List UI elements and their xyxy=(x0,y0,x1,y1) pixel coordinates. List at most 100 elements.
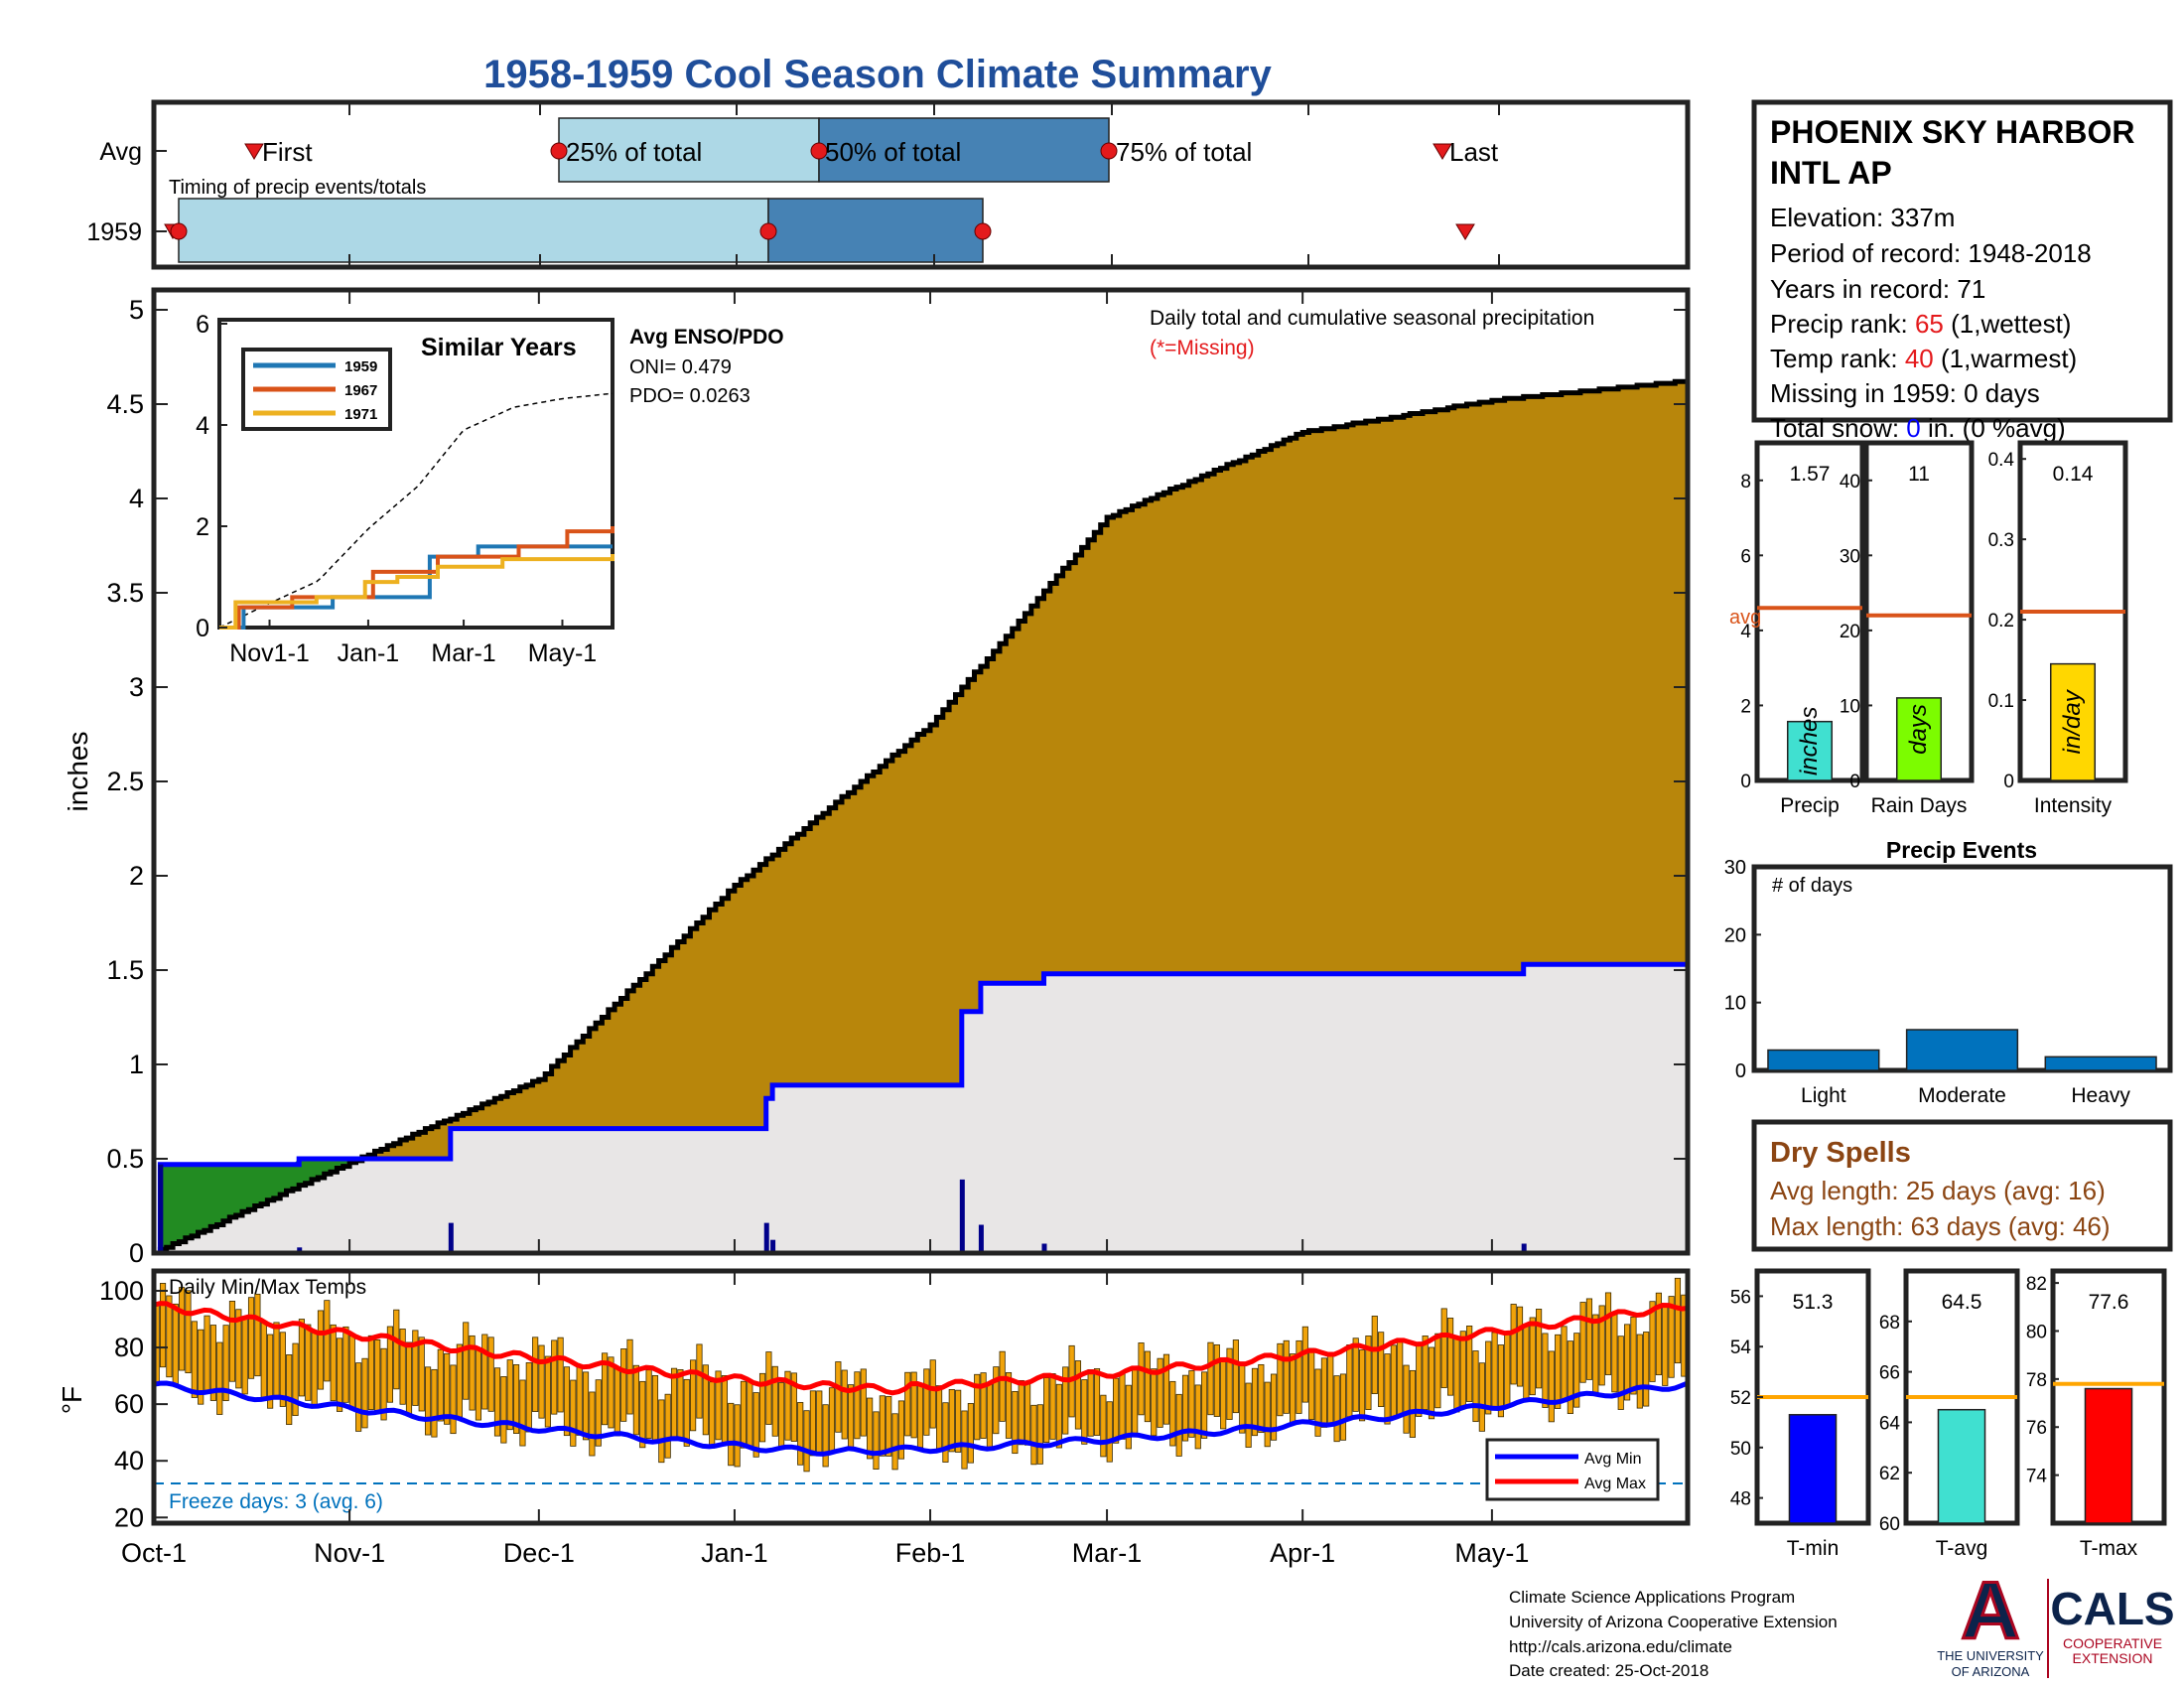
daily-temp-bar xyxy=(980,1372,987,1439)
daily-temp-bar xyxy=(651,1374,659,1444)
station-temp-rank: Temp rank: 40 (1,warmest) xyxy=(1770,344,2077,373)
temp-box-1-tick-label: 66 xyxy=(1879,1363,1900,1384)
temp-box-0-bar xyxy=(1788,1414,1838,1524)
temp-box-2-tick-label: 74 xyxy=(2026,1467,2048,1487)
daily-temp-bar xyxy=(993,1366,1000,1435)
inset-x-tick-label: Mar-1 xyxy=(431,639,495,667)
temp-series-layer xyxy=(153,1277,1689,1485)
precip-box-0-value: 1.57 xyxy=(1790,463,1831,486)
daily-temp-bar xyxy=(696,1343,703,1419)
freeze-days-text: Freeze days: 3 (avg. 6) xyxy=(169,1490,383,1513)
events-category-label: Heavy xyxy=(2071,1084,2130,1107)
daily-temp-bar xyxy=(532,1336,539,1412)
daily-temp-bar xyxy=(1024,1380,1031,1446)
avg-p75-marker xyxy=(1100,142,1118,160)
daily-temp-bar xyxy=(424,1366,432,1436)
daily-temp-bar xyxy=(683,1378,690,1447)
daily-temp-bar xyxy=(910,1371,917,1439)
precip-box-2-unit: in/day xyxy=(2059,688,2086,754)
station-info-frame xyxy=(1751,99,2173,423)
main-y-tick-label: 3.5 xyxy=(106,578,144,608)
timing-panel: Avg 1959 Timing of precip events/totals … xyxy=(86,99,1691,270)
station-elevation: Elevation: 337m xyxy=(1770,203,1955,232)
main-y-axis: 0 0.5 1 1.5 2 2.5 3 3.5 4 4.5 5 xyxy=(106,295,1688,1268)
daily-temp-bar xyxy=(235,1309,242,1389)
daily-temp-bar xyxy=(626,1338,633,1415)
temp-plot-frame xyxy=(151,1268,1691,1526)
footer: Climate Science Applications Program Uni… xyxy=(1509,1565,2175,1681)
daily-temp-bar xyxy=(324,1300,331,1382)
daily-temp-bar xyxy=(1277,1342,1284,1417)
daily-temp-bar xyxy=(367,1335,374,1410)
daily-temp-bar xyxy=(1181,1374,1189,1442)
daily-temp-bar xyxy=(1371,1316,1378,1394)
daily-temp-bar xyxy=(986,1383,994,1448)
temp-caption: Daily Min/Max Temps xyxy=(169,1276,366,1299)
avg-p50-label: 50% of total xyxy=(825,137,961,167)
daily-temp-bar xyxy=(632,1364,639,1436)
precip-box-1-box: 11 0 10 20 30 40 Rain Days days xyxy=(1840,440,1975,817)
daily-temp-bar xyxy=(702,1364,709,1436)
daily-temp-bar xyxy=(355,1362,362,1432)
precip-box-2-value: 0.14 xyxy=(2053,463,2094,486)
cals-logo-sub2: EXTENSION xyxy=(2073,1650,2153,1666)
daily-temp-bar xyxy=(974,1373,981,1441)
daily-temp-bar xyxy=(1301,1326,1308,1403)
daily-temp-bar xyxy=(658,1399,665,1464)
main-y-tick-label: 4 xyxy=(129,484,144,513)
daily-temp-bar xyxy=(1036,1404,1043,1465)
temp-y-tick-label: 100 xyxy=(99,1276,144,1306)
daily-temp-bar xyxy=(1529,1317,1536,1396)
year-p50-marker xyxy=(759,222,777,240)
daily-temp-bar xyxy=(620,1348,627,1422)
daily-temp-bar xyxy=(747,1380,753,1449)
daily-temp-bar xyxy=(1320,1357,1327,1428)
temp-box-1-label: T-avg xyxy=(1936,1537,1988,1560)
daily-temp-bar xyxy=(463,1322,470,1400)
precip-box-1-frame xyxy=(1863,440,1975,783)
daily-temp-bar xyxy=(1239,1364,1246,1434)
enso-pdo: PDO= 0.0263 xyxy=(629,385,751,407)
daily-temp-bar xyxy=(172,1303,179,1384)
inset-avg-line xyxy=(218,392,614,629)
temp-rank-suffix: (1,warmest) xyxy=(1934,344,2077,373)
daily-temp-bar xyxy=(159,1283,167,1368)
daily-temp-bar xyxy=(790,1372,797,1442)
daily-temp-bar xyxy=(393,1309,400,1390)
inset-x-tick-label: Nov1-1 xyxy=(229,639,310,667)
events-category-label: Moderate xyxy=(1918,1084,2006,1107)
daily-temp-bar xyxy=(1106,1401,1113,1463)
daily-temp-bar xyxy=(758,1372,766,1443)
daily-temp-bar xyxy=(740,1380,748,1449)
daily-temp-bar xyxy=(614,1366,620,1437)
inset-y-tick-label: 6 xyxy=(196,311,209,339)
daily-temp-bar xyxy=(1081,1379,1088,1445)
daily-temp-bar xyxy=(1296,1339,1302,1414)
daily-temp-bar xyxy=(1649,1301,1656,1382)
daily-temp-bar xyxy=(1636,1334,1643,1409)
precip-box-1-bar xyxy=(1895,697,1943,781)
daily-temp-bar xyxy=(1485,1340,1492,1415)
inset-legend: 1959 1967 1971 xyxy=(253,358,377,423)
precip-box-1-tick-label: 40 xyxy=(1840,472,1860,492)
daily-temp-bar xyxy=(525,1362,532,1433)
temp-box-2-value: 77.6 xyxy=(2089,1291,2129,1314)
daily-temp-bar xyxy=(260,1322,267,1400)
precip-box-1-tick-label: 10 xyxy=(1840,696,1860,717)
daily-temp-bar xyxy=(1264,1381,1271,1448)
daily-temp-bar xyxy=(1548,1350,1555,1423)
daily-temp-bar xyxy=(405,1341,413,1416)
temp-box-2-tick-label: 82 xyxy=(2026,1274,2047,1295)
daily-temp-bar xyxy=(1157,1357,1163,1428)
avg-p25-marker xyxy=(550,142,568,160)
main-missing-note: (*=Missing) xyxy=(1150,337,1255,359)
daily-temp-bar xyxy=(784,1370,791,1441)
avg-p50-marker xyxy=(810,142,828,160)
temp-legend-max-label: Avg Max xyxy=(1584,1476,1646,1492)
precip-box-2-box: 0.14 0 0.1 0.2 0.3 0.4 Intensity in/day xyxy=(1988,440,2128,817)
main-y-tick-label: 0 xyxy=(129,1238,144,1268)
daily-precip-bar xyxy=(959,1179,965,1253)
x-tick-label: Nov-1 xyxy=(314,1538,385,1568)
temp-box-1-tick-label: 64 xyxy=(1879,1413,1901,1434)
